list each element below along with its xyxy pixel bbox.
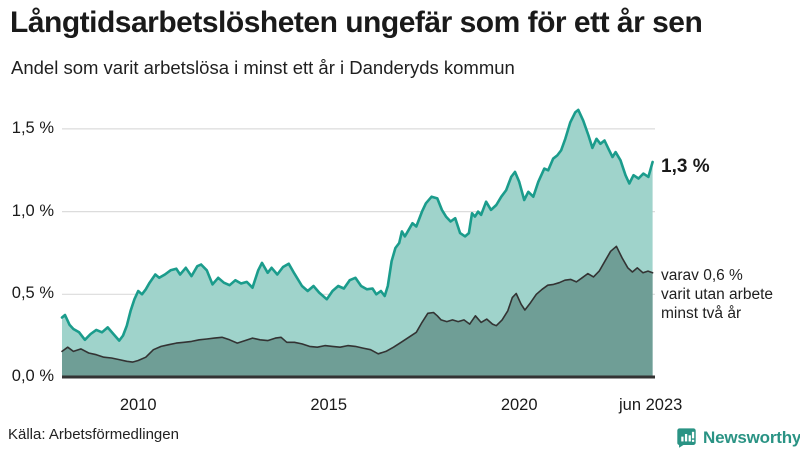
x-tick-label: 2010 [119, 396, 157, 414]
newsworthy-chart-bubble-icon [677, 428, 696, 448]
chart-subtitle: Andel som varit arbetslösa i minst ett å… [11, 57, 515, 78]
series2-annotation: varav 0,6 % varit utan arbete minst två … [661, 267, 774, 322]
source-note: Källa: Arbetsförmedlingen [8, 426, 179, 443]
x-tick-label: 2015 [310, 396, 348, 414]
x-tick-label: 2020 [500, 396, 538, 414]
latest-value-annotation: 1,3 % [661, 156, 710, 177]
newsworthy-logo[interactable]: Newsworthy [676, 427, 800, 448]
series-area-1 [62, 109, 653, 378]
y-tick-label: 1,0 % [11, 201, 54, 220]
x-tick-label: jun 2023 [618, 396, 683, 414]
chart-title: Långtidsarbetslösheten ungefär som för e… [10, 6, 703, 39]
series-line-2 [61, 245, 654, 363]
series-line-1 [60, 108, 654, 342]
y-tick-label: 1,5 % [11, 119, 54, 138]
newsworthy-wordmark: Newsworthy [703, 427, 800, 447]
y-tick-label: 0,0 % [11, 367, 54, 386]
y-tick-label: 0,5 % [11, 284, 54, 303]
series-area-2 [62, 246, 653, 377]
